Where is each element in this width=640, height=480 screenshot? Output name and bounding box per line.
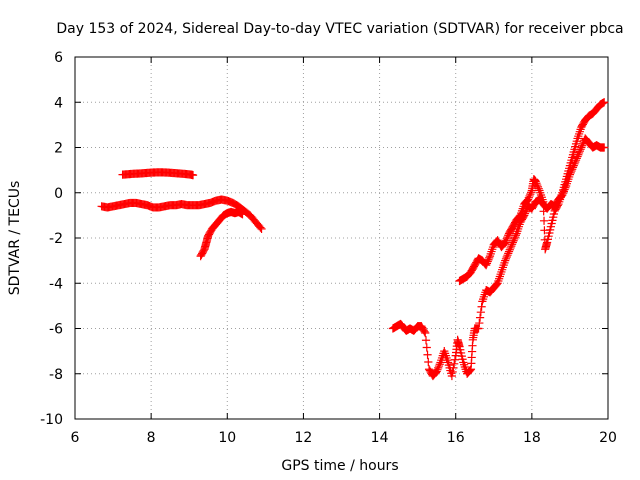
chart-title: Day 153 of 2024, Sidereal Day-to-day VTE… — [56, 21, 623, 37]
x-tick-label: 10 — [218, 430, 236, 446]
y-tick-label: -8 — [49, 367, 63, 383]
y-tick-label: -2 — [49, 231, 63, 247]
sdtvar-chart: 6 8 10 12 14 16 18 20 -10 -8 -6 -4 -2 0 2 4 6 Day 153 o… — [0, 0, 640, 480]
y-tick-label: 4 — [54, 95, 63, 111]
y-tick-label: 0 — [54, 186, 63, 202]
y-tick-label: -10 — [40, 412, 63, 428]
x-tick-label: 6 — [71, 430, 80, 446]
x-tick-label: 18 — [523, 430, 541, 446]
y-tick-label: -6 — [49, 322, 63, 338]
y-tick-label: 2 — [54, 141, 63, 157]
x-tick-label: 20 — [599, 430, 617, 446]
x-axis-label: GPS time / hours — [281, 458, 398, 474]
x-tick-label: 12 — [295, 430, 313, 446]
y-tick-label: 6 — [54, 50, 63, 66]
y-axis-label: SDTVAR / TECUs — [7, 181, 23, 296]
y-tick-label: -4 — [49, 276, 63, 292]
x-tick-label: 8 — [147, 430, 156, 446]
x-tick-label: 14 — [371, 430, 389, 446]
x-tick-label: 16 — [447, 430, 465, 446]
